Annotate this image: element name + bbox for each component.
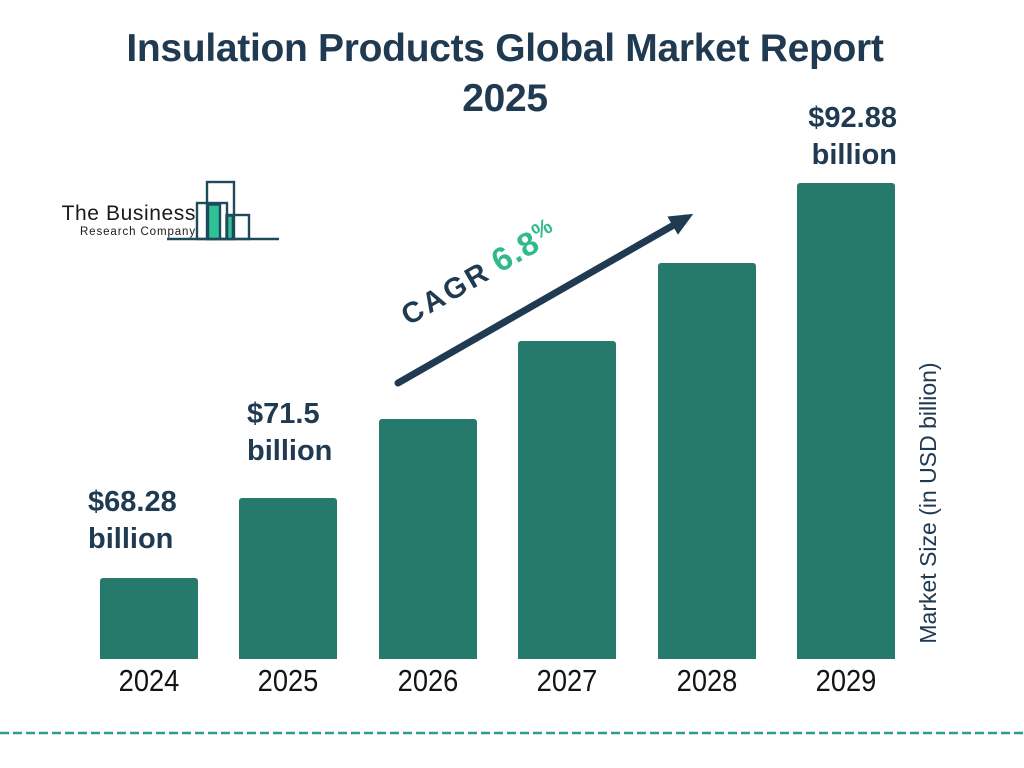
value-label-2024: $68.28 billion (88, 484, 177, 558)
value-label-2025-amount: $71.5 (247, 398, 320, 430)
value-label-2025-unit: billion (247, 435, 333, 467)
page-title: Insulation Products Global Market Report… (0, 24, 1010, 124)
x-tick-2025: 2025 (258, 663, 319, 698)
bar-2028 (657, 263, 756, 659)
value-label-2024-amount: $68.28 (88, 486, 177, 518)
bar-2024 (100, 578, 198, 659)
bottom-dashed-divider (0, 731, 1024, 735)
y-axis-label: Market Size (in USD billion) (915, 362, 941, 644)
x-tick-2026: 2026 (397, 663, 459, 698)
x-tick-2029: 2029 (815, 663, 877, 698)
logo-name: The Business (61, 202, 196, 225)
x-tick-2028: 2028 (676, 663, 737, 698)
logo-bar-chart-icon (167, 180, 279, 241)
bar-2025 (239, 498, 338, 659)
value-label-2029-unit: billion (811, 139, 897, 171)
value-label-2029: $92.88 billion (808, 100, 897, 174)
value-label-2025: $71.5 billion (247, 396, 332, 470)
bar-2027 (518, 341, 617, 659)
value-label-2029-amount: $92.88 (808, 102, 897, 134)
x-tick-2024: 2024 (118, 663, 180, 698)
page-title-line-1: Insulation Products Global Market Report (126, 27, 884, 70)
value-label-2024-unit: billion (88, 523, 174, 555)
logo: The Business Research Company (58, 202, 196, 239)
bar-2029 (797, 183, 895, 659)
cagr-label-group: CAGR6.8% (394, 213, 563, 332)
bar-2026 (378, 419, 477, 659)
x-tick-2027: 2027 (536, 663, 598, 698)
logo-subname: Research Company (79, 226, 196, 238)
cagr-label: CAGR (396, 255, 497, 332)
page-title-line-2: 2025 (462, 77, 548, 120)
